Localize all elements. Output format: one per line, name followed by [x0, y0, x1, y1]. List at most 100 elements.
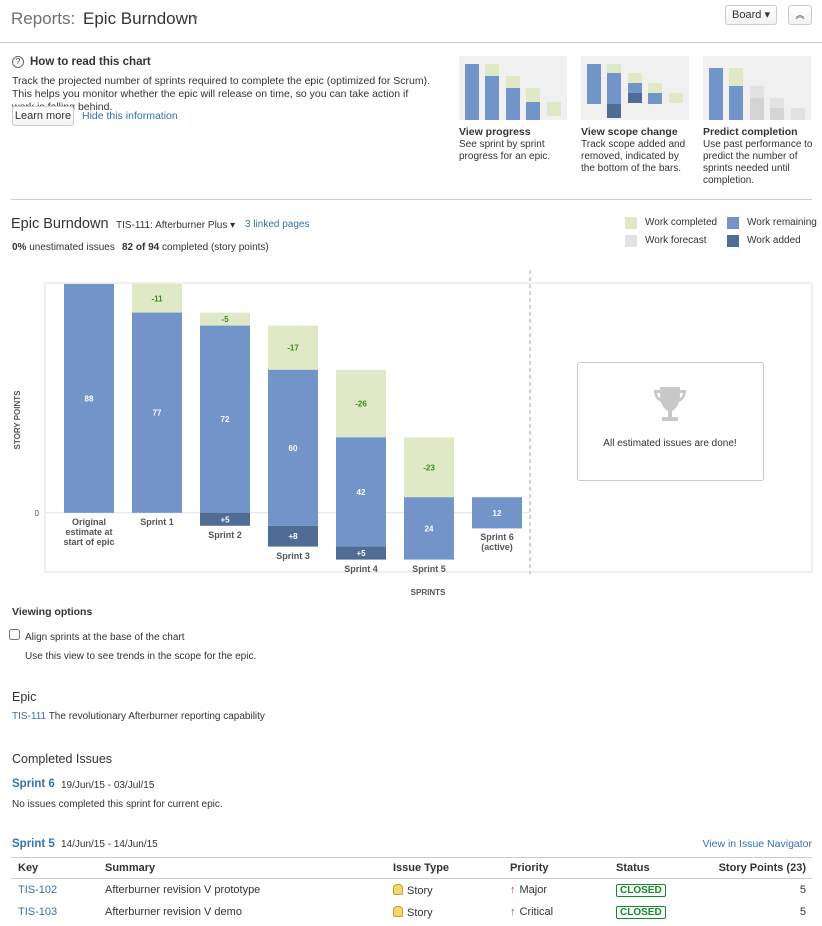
chart-area: All estimated issues are done! STORY POI…	[0, 260, 822, 605]
remaining-segment	[200, 325, 250, 513]
completed-segment	[404, 437, 454, 498]
column-header: Story Points (23)	[706, 857, 812, 879]
checkbox-hint: Use this view to see trends in the scope…	[25, 651, 257, 662]
remaining-segment-label: 12	[493, 509, 502, 518]
story-icon	[393, 905, 403, 917]
title-caret[interactable]: ▾	[193, 13, 198, 23]
divider	[11, 199, 812, 200]
sprint-name[interactable]: Sprint 6	[12, 778, 55, 790]
type-cell: Story	[393, 901, 510, 923]
remaining-segment	[64, 284, 114, 513]
completed-segment-label: -11	[151, 294, 163, 303]
issue-row: TIS-103 Afterburner revision V demo Story ↑…	[11, 901, 812, 923]
legend-label: Work remaining	[747, 217, 817, 228]
epic-key-link[interactable]: TIS-111	[12, 711, 47, 722]
illustration-title: View scope change	[581, 126, 678, 138]
stat-value: 82 of 94	[122, 242, 160, 253]
y-axis-label: STORY POINTS	[13, 390, 22, 450]
summary-cell: Afterburner revision V demo	[105, 906, 242, 918]
hide-link[interactable]: Hide this information	[82, 110, 178, 122]
legend-label: Work completed	[645, 217, 718, 228]
info-text: Track the projected number of sprints re…	[12, 75, 431, 113]
remaining-segment-label: 72	[221, 415, 230, 424]
learn-more-button[interactable]: Learn more	[12, 106, 74, 126]
x-tick-label: Original estimate at start of epic	[63, 516, 115, 547]
completed-segment-label: -26	[355, 400, 367, 409]
completed-segment-label: -17	[287, 344, 299, 353]
x-tick-label: Sprint 2	[208, 529, 242, 540]
illustration-title: View progress	[459, 126, 531, 138]
priority-icon: ↑	[510, 906, 516, 918]
illustration-forecast	[703, 56, 811, 120]
sprint-dates: 14/Jun/15 - 14/Jun/15	[61, 839, 158, 850]
issue-navigator-link[interactable]: View in Issue Navigator	[702, 838, 812, 850]
illustration-title: Predict completion	[703, 126, 798, 138]
completed-segment-label: -23	[423, 463, 435, 472]
board-button[interactable]: Board ▾	[725, 5, 777, 25]
issues-table: Key Summary Issue Type Priority Status S…	[11, 857, 812, 923]
added-segment	[200, 512, 250, 526]
illustration-text: Track scope added and removed, indicated…	[581, 139, 686, 174]
status-cell: CLOSED	[616, 901, 706, 923]
chart-heading: Epic Burndown	[11, 216, 109, 232]
y-tick-label: 0	[35, 509, 40, 518]
divider	[0, 42, 822, 43]
done-message: All estimated issues are done!	[603, 438, 736, 449]
x-tick-label: Sprint 5	[412, 563, 446, 574]
issue-type: Story	[407, 906, 433, 919]
align-checkbox[interactable]	[9, 629, 20, 640]
trophy-icon	[654, 387, 686, 421]
stat-label: unestimated issues	[29, 242, 115, 253]
key-cell: TIS-103	[11, 901, 105, 923]
done-box	[577, 362, 764, 481]
stat-label: completed (story points)	[162, 242, 269, 253]
info-title: How to read this chart	[30, 56, 151, 68]
added-segment-label: +5	[220, 515, 230, 524]
illustration-text: See sprint by sprint progress for an epi…	[459, 139, 551, 162]
story-icon	[393, 883, 403, 895]
chart: All estimated issues are done! STORY POI…	[13, 270, 813, 597]
remaining-segment	[336, 437, 386, 547]
status-lozenge: CLOSED	[616, 883, 666, 897]
plot-frame	[44, 282, 813, 573]
completed-segment	[200, 312, 250, 326]
priority-cell: ↑ Major	[510, 879, 616, 902]
key-cell: TIS-102	[11, 879, 105, 902]
epic-select[interactable]: TIS-111: Afterburner Plus ▾	[116, 220, 236, 231]
epic-select-label: TIS-111: Afterburner Plus	[116, 220, 228, 231]
points-cell: 5	[799, 884, 806, 896]
remaining-segment	[268, 369, 318, 526]
checkbox-label[interactable]: Align sprints at the base of the chart	[25, 632, 185, 643]
illustration-text: Use past performance to predict the numb…	[703, 139, 813, 186]
page-title[interactable]: Epic Burndown	[83, 9, 198, 28]
issue-row: TIS-102 Afterburner revision V prototype S…	[11, 879, 812, 902]
column-header: Summary	[105, 857, 393, 879]
legend-swatch	[625, 217, 637, 229]
added-segment-label: +8	[288, 532, 298, 541]
help-icon: ?	[12, 56, 24, 68]
completed-segment	[132, 284, 182, 313]
issue-key-link[interactable]: TIS-102	[18, 884, 58, 896]
sprint-empty: No issues completed this sprint for curr…	[12, 799, 223, 810]
remaining-segment-label: 24	[425, 524, 434, 533]
collapse-button[interactable]: ︽	[788, 5, 812, 25]
priority: Major	[519, 884, 548, 896]
completed-stat: 82 of 94 completed (story points)	[122, 242, 269, 253]
legend-swatch	[625, 235, 637, 247]
points-cell: 5	[799, 906, 806, 918]
added-segment	[268, 525, 318, 547]
header-row: Key Summary Issue Type Priority Status S…	[11, 857, 812, 879]
priority-icon: ↑	[510, 884, 516, 896]
issue-key-link[interactable]: TIS-103	[18, 906, 58, 918]
completed-segment	[336, 369, 386, 438]
stat-value: 0%	[12, 242, 27, 253]
sprint-name[interactable]: Sprint 5	[12, 838, 55, 850]
completed-segment	[268, 325, 318, 370]
remaining-segment	[132, 312, 182, 513]
legend-label: Work forecast	[645, 235, 707, 246]
illustration-progress	[459, 56, 567, 120]
x-tick-label: Sprint 3	[276, 550, 310, 561]
linked-pages-link[interactable]: 3 linked pages	[245, 219, 310, 230]
